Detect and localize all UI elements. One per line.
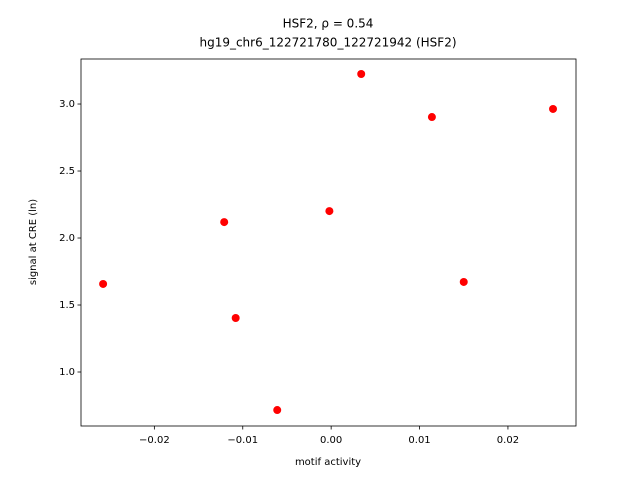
- point: [325, 207, 334, 216]
- x-tick-label: 0.01: [408, 435, 430, 446]
- point: [357, 70, 366, 79]
- point: [427, 113, 436, 122]
- y-tick-label: 2.5: [59, 166, 75, 177]
- point: [459, 277, 468, 286]
- point: [231, 314, 240, 323]
- x-tick-label: 0.00: [320, 435, 342, 446]
- point: [549, 104, 558, 113]
- x-tick-label: −0.01: [227, 435, 258, 446]
- point: [220, 218, 229, 227]
- x-axis-label: motif activity: [295, 457, 361, 468]
- x-tick-label: −0.02: [139, 435, 170, 446]
- y-tick-label: 1.0: [59, 367, 75, 378]
- y-tick-label: 2.0: [59, 233, 75, 244]
- y-tick-label: 3.0: [59, 99, 75, 110]
- point: [273, 406, 282, 415]
- plot-frame: [80, 58, 577, 427]
- point: [99, 279, 108, 288]
- y-tick-label: 1.5: [59, 300, 75, 311]
- x-tick-label: 0.02: [497, 435, 519, 446]
- y-axis-label: signal at CRE (ln): [28, 199, 39, 285]
- chart-subtitle: hg19_chr6_122721780_122721942 (HSF2): [199, 36, 456, 50]
- chart-title: HSF2, ρ = 0.54: [283, 17, 374, 31]
